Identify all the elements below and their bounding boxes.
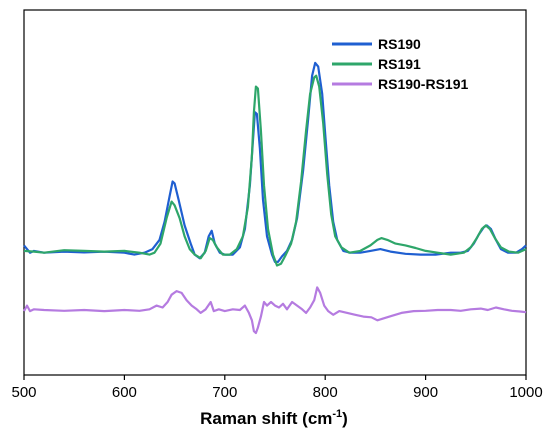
x-tick-label: 600	[112, 384, 137, 401]
legend-label-2: RS191	[378, 56, 421, 72]
x-tick-label: 700	[212, 384, 237, 401]
plot-area-border	[23, 9, 527, 376]
x-tick-label: 900	[413, 384, 438, 401]
legend-label-1: RS190	[378, 36, 421, 52]
x-axis-ticks: 500 600 700 800 900 1000	[11, 375, 543, 401]
x-tick-label: 1000	[509, 384, 542, 401]
legend-label-3: RS190-RS191	[378, 76, 468, 92]
legend: RS190 RS191 RS190-RS191	[332, 36, 468, 92]
series-line-3	[23, 286, 527, 335]
plot-frame	[23, 9, 527, 376]
x-tick-label: 800	[313, 384, 338, 401]
series-line-1	[23, 61, 527, 263]
series-line-2	[23, 74, 527, 267]
x-axis-label: Raman shift (cm-1)	[200, 408, 348, 428]
series-lines	[23, 61, 527, 335]
x-tick-label: 500	[11, 384, 36, 401]
